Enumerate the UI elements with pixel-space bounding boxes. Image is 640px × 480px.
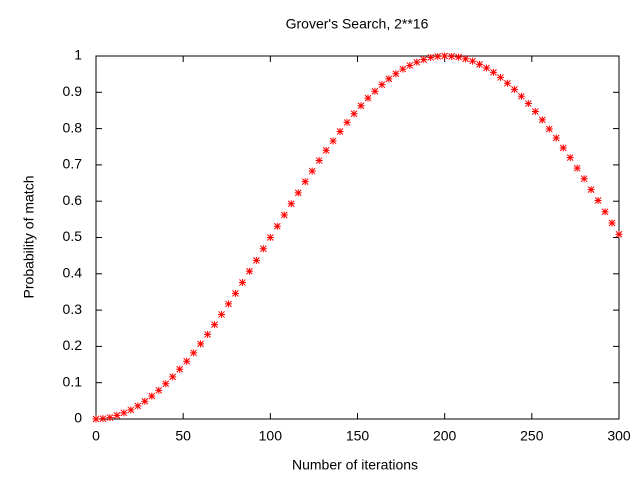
data-point <box>573 164 581 172</box>
data-point <box>601 208 609 216</box>
data-point <box>127 406 135 414</box>
data-point <box>594 196 602 204</box>
y-tick-label: 0.6 <box>63 192 83 208</box>
data-point <box>280 211 288 219</box>
data-point <box>252 256 260 264</box>
data-point <box>434 52 442 60</box>
data-point <box>329 137 337 145</box>
data-point <box>273 222 281 230</box>
data-point <box>364 94 372 102</box>
y-tick-label: 1 <box>74 47 82 63</box>
data-point <box>357 102 365 110</box>
y-tick-label: 0.2 <box>63 337 83 353</box>
data-point <box>413 58 421 66</box>
data-point <box>99 415 107 423</box>
data-point <box>580 175 588 183</box>
data-point <box>483 64 491 72</box>
data-point <box>476 60 484 68</box>
chart-title: Grover's Search, 2**16 <box>286 16 429 32</box>
data-point <box>392 70 400 78</box>
data-point <box>301 178 309 186</box>
data-point <box>204 330 212 338</box>
data-point <box>427 53 435 61</box>
data-point <box>510 85 518 93</box>
data-point <box>120 409 128 417</box>
data-point <box>406 61 414 69</box>
data-point <box>545 125 553 133</box>
data-point <box>92 415 100 423</box>
data-point <box>231 289 239 297</box>
y-tick-label: 0.9 <box>63 83 83 99</box>
data-point <box>343 118 351 126</box>
data-point <box>385 75 393 83</box>
y-tick-label: 0 <box>74 410 82 426</box>
data-point <box>399 65 407 73</box>
data-point <box>587 186 595 194</box>
data-point <box>238 279 246 287</box>
data-point <box>489 68 497 76</box>
data-point <box>524 100 532 108</box>
y-tick-label: 0.4 <box>63 265 83 281</box>
data-point <box>294 189 302 197</box>
data-point <box>134 402 142 410</box>
data-point <box>148 392 156 400</box>
data-point <box>336 128 344 136</box>
data-point <box>378 81 386 89</box>
x-tick-label: 250 <box>520 428 544 444</box>
y-tick-label: 0.7 <box>63 156 83 172</box>
x-tick-label: 100 <box>259 428 283 444</box>
data-point <box>517 92 525 100</box>
data-point <box>211 321 219 329</box>
data-point <box>106 414 114 422</box>
data-point <box>218 310 226 318</box>
data-point <box>503 79 511 87</box>
data-point <box>315 157 323 165</box>
y-axis-label: Probability of match <box>21 176 37 299</box>
data-point <box>169 373 177 381</box>
data-point <box>176 365 184 373</box>
y-tick-label: 0.8 <box>63 119 83 135</box>
data-point <box>448 52 456 60</box>
x-tick-label: 300 <box>607 428 631 444</box>
data-point <box>531 108 539 116</box>
data-point <box>183 357 191 365</box>
y-tick-label: 0.3 <box>63 301 83 317</box>
data-point <box>350 110 358 118</box>
data-point <box>162 380 170 388</box>
y-tick-label: 0.1 <box>63 373 83 389</box>
x-tick-label: 200 <box>433 428 457 444</box>
data-point <box>455 53 463 61</box>
data-point <box>420 56 428 64</box>
x-tick-label: 0 <box>92 428 100 444</box>
data-point <box>371 87 379 95</box>
data-point <box>496 73 504 81</box>
data-point <box>608 219 616 227</box>
data-point <box>615 230 623 238</box>
x-tick-label: 50 <box>175 428 191 444</box>
data-point <box>224 300 232 308</box>
data-point <box>245 267 253 275</box>
data-point <box>552 134 560 142</box>
data-point <box>259 245 267 253</box>
data-point <box>113 411 121 419</box>
data-point <box>155 386 163 394</box>
data-point <box>266 234 274 241</box>
plot-frame <box>95 55 620 420</box>
data-point <box>559 144 567 152</box>
data-point <box>322 146 330 154</box>
x-tick-label: 150 <box>346 428 370 444</box>
data-point <box>190 349 198 357</box>
data-point <box>566 154 574 162</box>
data-point <box>287 200 295 208</box>
data-point <box>469 57 477 65</box>
data-point <box>141 397 149 405</box>
data-point <box>441 52 449 60</box>
data-point <box>462 55 470 63</box>
data-point <box>197 340 205 348</box>
data-point <box>538 116 546 124</box>
data-point <box>308 167 316 175</box>
y-tick-label: 0.5 <box>63 228 83 244</box>
x-axis-label: Number of iterations <box>292 457 418 473</box>
